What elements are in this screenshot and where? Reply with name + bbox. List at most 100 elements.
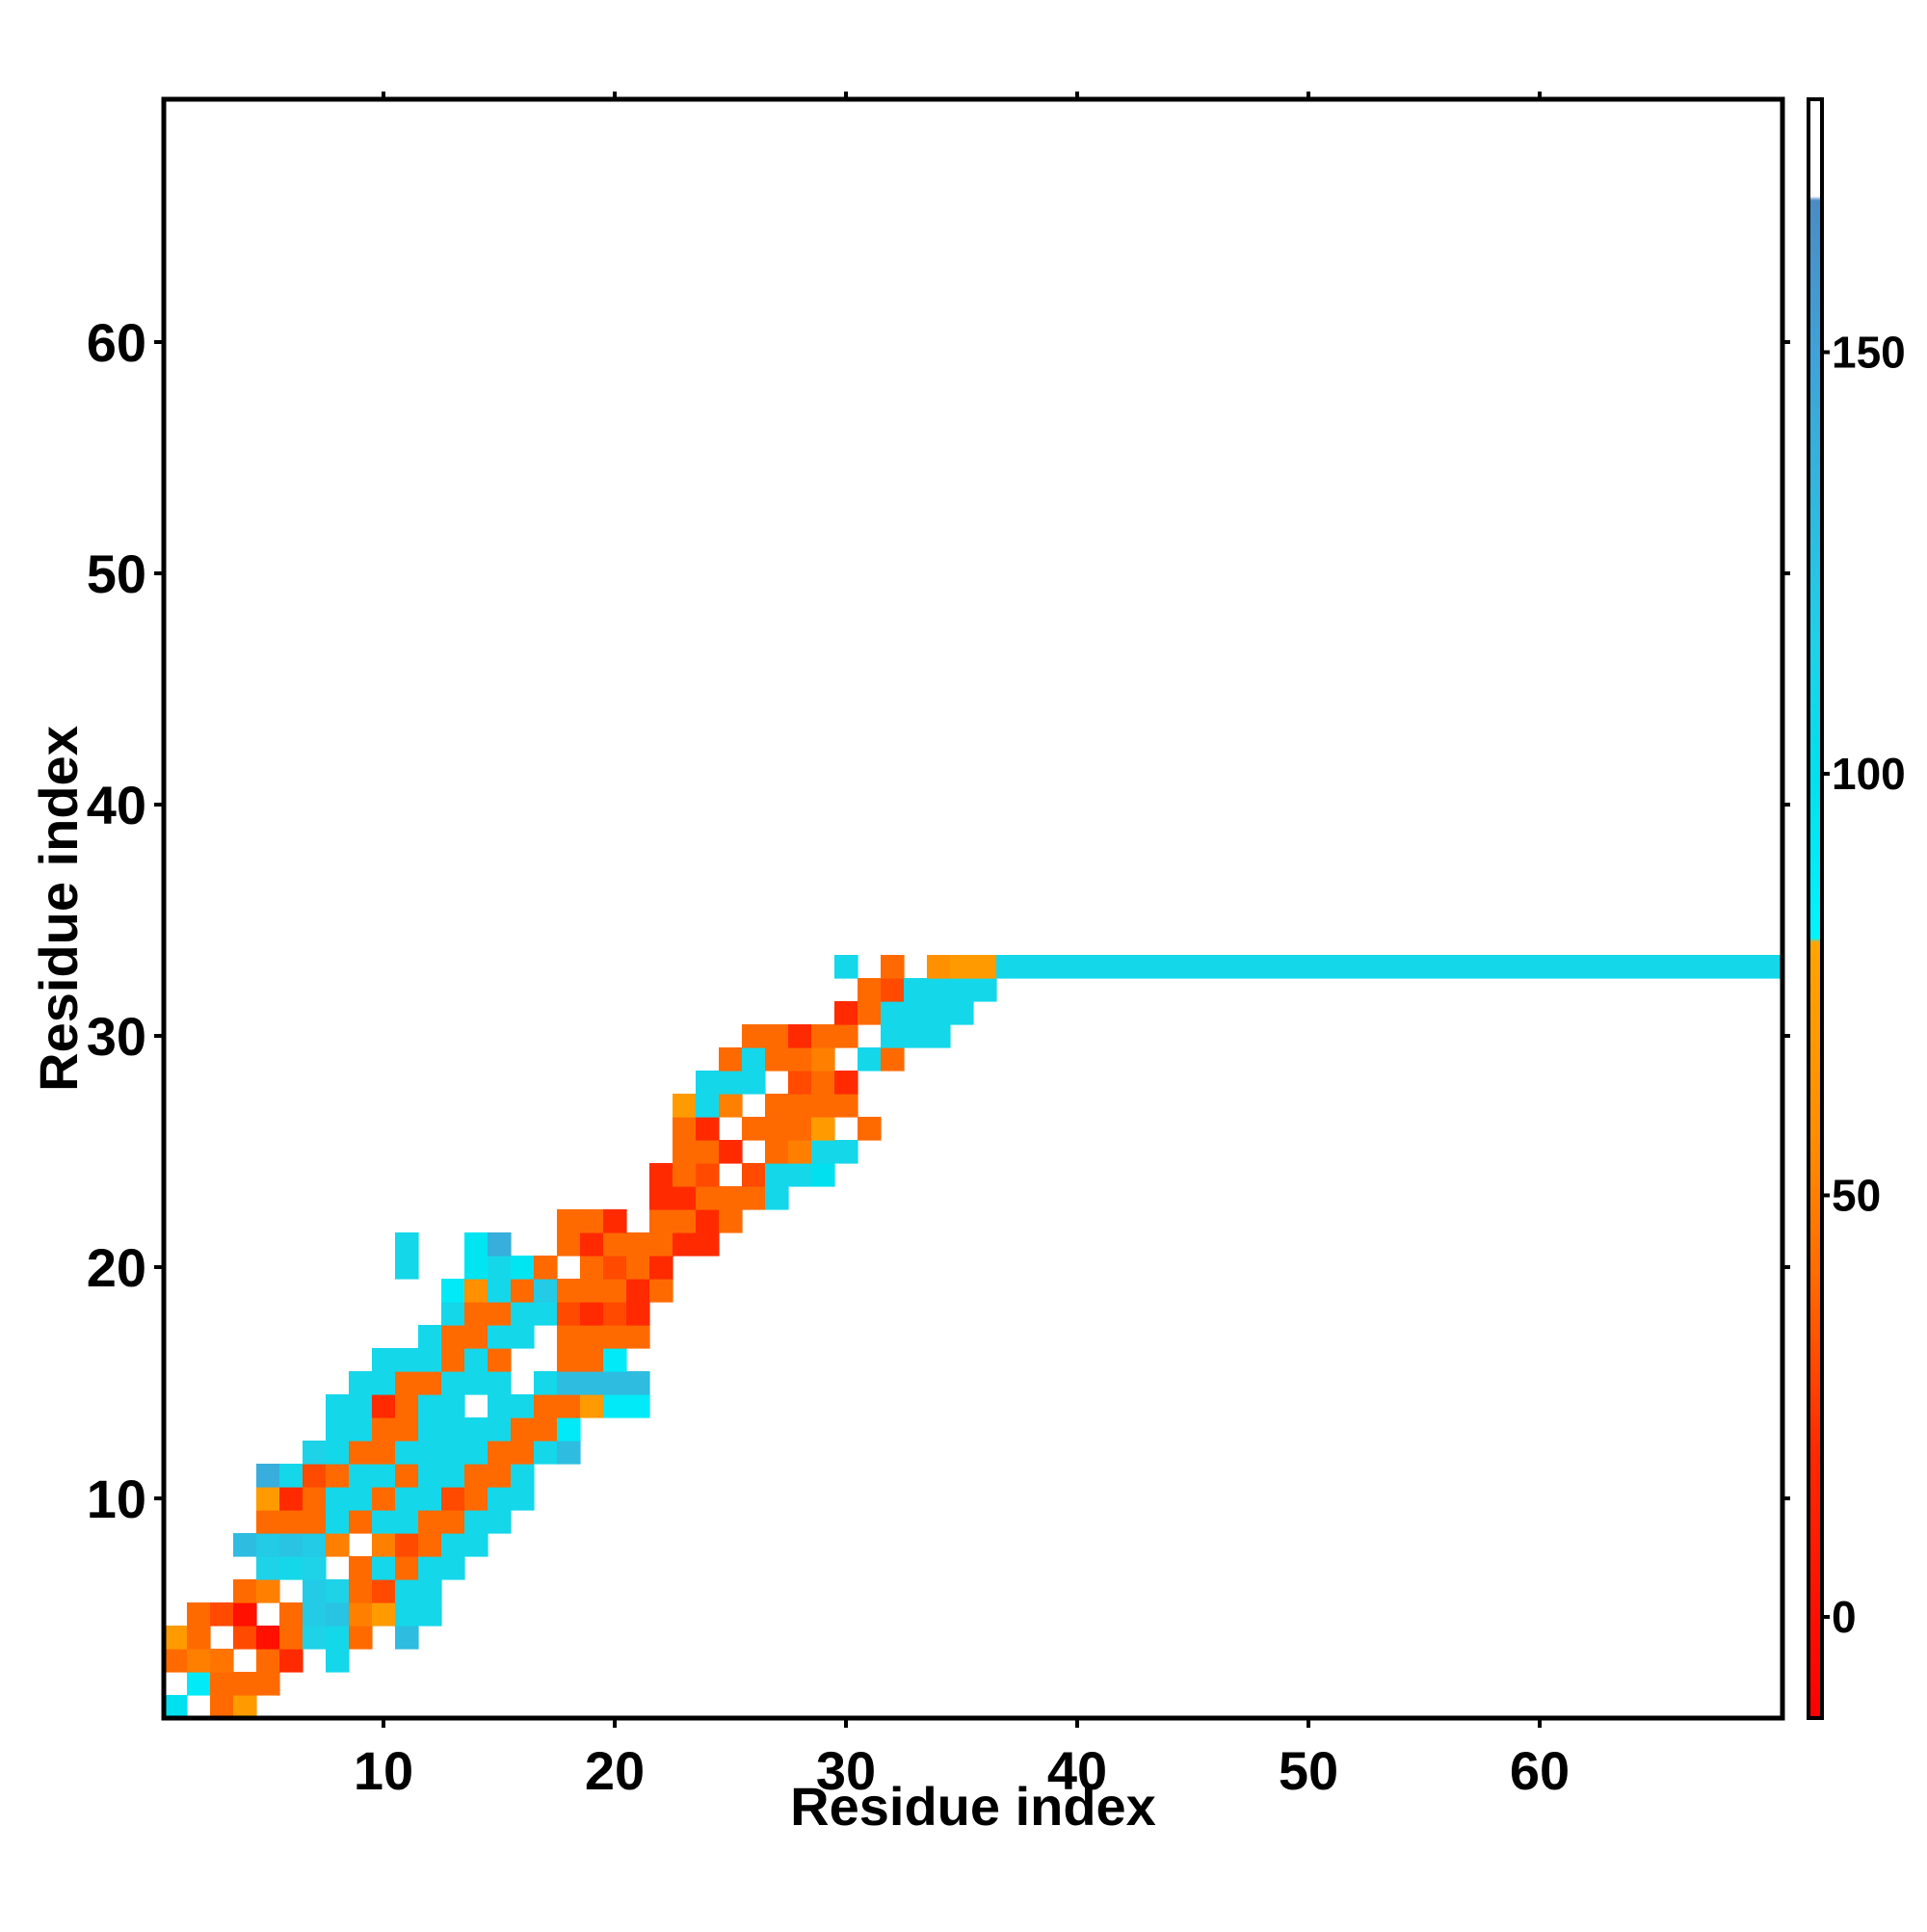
heatmap-cell: [881, 1001, 905, 1025]
heatmap-cell: [395, 1602, 419, 1627]
heatmap-cell: [372, 1464, 396, 1488]
heatmap-cell: [187, 1602, 211, 1627]
heatmap-cell: [164, 1626, 188, 1650]
heatmap-cell: [233, 1579, 257, 1603]
heatmap-cell: [927, 1001, 951, 1025]
heatmap-cell: [326, 1487, 350, 1511]
heatmap-cell: [811, 1094, 835, 1118]
heatmap-cell: [719, 1140, 743, 1164]
heatmap-cell: [673, 1232, 697, 1257]
y-axis-label: Residue index: [28, 726, 89, 1092]
heatmap-cell: [580, 1209, 604, 1233]
heatmap-cell: [811, 1024, 835, 1048]
heatmap-cell: [326, 1626, 350, 1650]
heatmap-cell: [1505, 955, 1529, 979]
heatmap-cell: [580, 1232, 604, 1257]
heatmap-cell: [488, 1417, 512, 1442]
heatmap-cell: [673, 1117, 697, 1141]
heatmap-cell: [1251, 955, 1275, 979]
heatmap-cell: [279, 1556, 304, 1580]
heatmap-cell: [1181, 955, 1205, 979]
heatmap-cell: [256, 1510, 280, 1534]
heatmap-cell: [673, 1094, 697, 1118]
heatmap-cell: [488, 1441, 512, 1465]
colorbar-tick-label: 150: [1832, 328, 1906, 378]
heatmap-cell: [326, 1464, 350, 1488]
heatmap-cell: [303, 1556, 327, 1580]
heatmap-cell: [1089, 955, 1113, 979]
heatmap-cell: [742, 1117, 766, 1141]
heatmap-cell: [557, 1232, 581, 1257]
colorbar-tick-label: 0: [1832, 1592, 1857, 1642]
heatmap-cell: [279, 1464, 304, 1488]
heatmap-cell: [418, 1325, 442, 1349]
heatmap-cell: [1436, 955, 1460, 979]
heatmap-cell: [488, 1302, 512, 1326]
heatmap-cell: [418, 1348, 442, 1372]
heatmap-cell: [1551, 955, 1575, 979]
heatmap-cell: [834, 1140, 858, 1164]
heatmap-cell: [511, 1325, 535, 1349]
x-tick-label: 40: [1047, 1740, 1107, 1801]
heatmap-cell: [626, 1256, 650, 1280]
heatmap-cell: [765, 1163, 789, 1187]
heatmap-cell: [372, 1602, 396, 1627]
axis-ticks: 10 20 30 40 50 60 10 20 30 40 50 60: [87, 92, 1790, 1801]
heatmap-cell: [372, 1487, 396, 1511]
heatmap-cell: [1389, 955, 1413, 979]
heatmap-cell: [788, 1094, 812, 1118]
colorbar-tick-label: 100: [1832, 749, 1906, 799]
heatmap-cell: [256, 1672, 280, 1696]
heatmap-cell: [649, 1163, 673, 1187]
heatmap-cell: [765, 1117, 789, 1141]
heatmap-cell: [742, 1163, 766, 1187]
heatmap-cell: [349, 1487, 373, 1511]
heatmap-cell: [511, 1417, 535, 1442]
heatmap-cell: [580, 1256, 604, 1280]
heatmap-cell: [395, 1394, 419, 1418]
heatmap-cell: [557, 1209, 581, 1233]
heatmap-cell: [696, 1117, 720, 1141]
heatmap-cell: [534, 1371, 558, 1395]
heatmap-cell: [441, 1417, 465, 1442]
heatmap-cell: [187, 1672, 211, 1696]
heatmap-cell: [858, 1047, 882, 1072]
heatmap-cell: [256, 1464, 280, 1488]
heatmap-cell: [464, 1487, 488, 1511]
heatmap-cell: [788, 1140, 812, 1164]
colorbar: 0 50 100 150: [1807, 97, 1906, 1720]
heatmap-cell: [626, 1325, 650, 1349]
heatmap-cell: [488, 1348, 512, 1372]
heatmap-cell: [603, 1371, 627, 1395]
heatmap-cell: [233, 1626, 257, 1650]
heatmap-cell: [256, 1579, 280, 1603]
heatmap-cell: [488, 1487, 512, 1511]
heatmap-cell: [996, 955, 1020, 979]
heatmap-cell: [626, 1232, 650, 1257]
heatmap-cell: [719, 1094, 743, 1118]
heatmap-cell: [742, 1024, 766, 1048]
heatmap-cell: [534, 1394, 558, 1418]
heatmap-cell: [349, 1626, 373, 1650]
heatmap-cells: [164, 955, 1783, 1719]
heatmap-cell: [603, 1232, 627, 1257]
heatmap-cell: [1644, 955, 1668, 979]
x-tick-label: 60: [1510, 1740, 1570, 1801]
heatmap-cell: [441, 1279, 465, 1303]
heatmap-cell: [1274, 955, 1298, 979]
heatmap-cell: [834, 1071, 858, 1095]
heatmap-cell: [210, 1672, 234, 1696]
heatmap-cell: [395, 1232, 419, 1257]
heatmap-cell: [557, 1348, 581, 1372]
heatmap-cell: [1297, 955, 1321, 979]
heatmap-cell: [464, 1256, 488, 1280]
plot-frame: [161, 96, 1785, 1721]
heatmap-cell: [418, 1487, 442, 1511]
heatmap-cell: [464, 1464, 488, 1488]
heatmap-cell: [210, 1602, 234, 1627]
colorbar-tick-label: 50: [1832, 1171, 1881, 1221]
heatmap-cell: [418, 1556, 442, 1580]
heatmap-cell: [719, 1071, 743, 1095]
heatmap-cell: [557, 1302, 581, 1326]
